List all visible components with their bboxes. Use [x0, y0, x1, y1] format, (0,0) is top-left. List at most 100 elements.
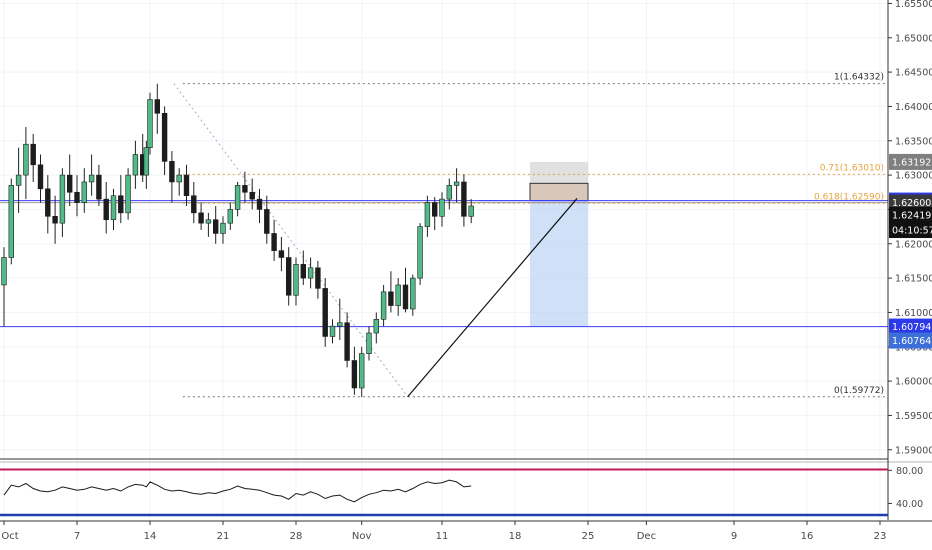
- candle: [322, 278, 328, 347]
- price-tick-label: 1.63500: [895, 136, 932, 147]
- candle: [30, 133, 36, 182]
- candle: [439, 192, 445, 227]
- time-tick-label: 9: [731, 531, 737, 542]
- candle: [417, 223, 423, 285]
- candle: [88, 154, 95, 196]
- price-tick-label: 1.62000: [895, 239, 932, 250]
- time-tick-label: 18: [509, 531, 522, 542]
- candle: [242, 171, 248, 203]
- fib-label-1: 0.71(1.63010): [820, 163, 884, 173]
- candle: [315, 260, 321, 299]
- candle: [293, 257, 299, 306]
- uptrend-line[interactable]: [407, 198, 578, 398]
- price-tick-label: 1.61500: [895, 274, 932, 285]
- candle: [176, 168, 182, 196]
- fib-label-0: 1(1.64332): [834, 73, 884, 83]
- candle: [118, 175, 124, 224]
- candle: [169, 151, 175, 203]
- candle: [154, 83, 160, 134]
- time-tick-label: 14: [144, 531, 157, 542]
- price-tick-label: 1.61000: [895, 308, 932, 319]
- candle: [271, 219, 277, 261]
- time-tick-label: 11: [436, 531, 449, 542]
- candle: [344, 312, 350, 368]
- price-tick-label: 1.65500: [895, 0, 932, 10]
- candle: [81, 168, 88, 213]
- candle: [205, 212, 212, 237]
- time-tick-label: 23: [874, 531, 887, 542]
- candle: [161, 106, 168, 176]
- position-current-zone: [529, 182, 589, 202]
- price-tick-label: 1.59500: [895, 411, 932, 422]
- candle: [67, 154, 73, 206]
- candle: [337, 298, 343, 340]
- candle: [300, 250, 306, 285]
- candle: [380, 284, 387, 327]
- candle: [307, 257, 314, 289]
- time-tick-label: Dec: [637, 531, 656, 542]
- candle: [15, 147, 22, 213]
- candle: [285, 247, 292, 306]
- candle: [191, 181, 197, 224]
- position-target-zone[interactable]: [530, 200, 588, 327]
- price-tick-label: 1.65000: [895, 33, 932, 44]
- candle: [388, 271, 394, 313]
- candle: [132, 140, 139, 189]
- candle: [227, 202, 233, 231]
- candle: [220, 216, 226, 244]
- candle: [59, 168, 66, 237]
- candle: [1, 247, 7, 327]
- price-tick-label: 1.64000: [895, 102, 932, 113]
- candle: [453, 168, 460, 203]
- price-tick-label: 1.64500: [895, 68, 932, 79]
- price-badge-label: 1.60794: [892, 322, 931, 333]
- candle: [424, 195, 431, 237]
- candle: [52, 195, 58, 244]
- candle: [213, 205, 219, 244]
- candle: [431, 197, 438, 231]
- candle: [402, 267, 409, 313]
- price-tick-label: 1.60000: [895, 377, 932, 388]
- candle: [103, 181, 109, 234]
- price-badge-label: 04:10:57: [892, 226, 932, 237]
- candle: [96, 164, 102, 206]
- price-tick-label: 1.63000: [895, 171, 932, 182]
- candle: [147, 92, 153, 155]
- candle: [23, 127, 29, 200]
- candle: [74, 175, 80, 217]
- price-badge-6: [889, 332, 932, 349]
- candle: [329, 319, 336, 344]
- candle: [37, 154, 44, 203]
- time-tick-label: 16: [801, 531, 814, 542]
- candle: [249, 178, 255, 210]
- candle: [125, 168, 131, 220]
- price-badge-label: 1.63192: [892, 157, 931, 168]
- candle: [410, 274, 416, 316]
- candle: [468, 199, 474, 224]
- candle: [8, 178, 14, 265]
- candle: [395, 278, 401, 316]
- price-badge-label: 1.62419: [892, 210, 931, 221]
- candle: [110, 188, 117, 231]
- candle: [234, 181, 241, 217]
- price-badge-4: [889, 222, 932, 239]
- fib-label-3: 0(1.59772): [834, 386, 884, 396]
- price-badge-label: 1.60764: [892, 336, 931, 347]
- time-tick-label: Nov: [352, 531, 372, 542]
- candle: [278, 236, 285, 272]
- rsi-tick-label: 80.00: [896, 466, 923, 477]
- candle: [461, 174, 467, 227]
- candle: [373, 312, 379, 344]
- candle: [45, 175, 51, 234]
- price-badge-0: [889, 153, 932, 170]
- candle: [351, 346, 358, 395]
- candle: [446, 178, 452, 210]
- candle: [358, 346, 365, 397]
- fib-label-2: 0.618(1.62590): [814, 192, 884, 202]
- candle: [366, 326, 372, 361]
- time-tick-label: 28: [290, 531, 303, 542]
- time-tick-label: Oct: [1, 531, 18, 542]
